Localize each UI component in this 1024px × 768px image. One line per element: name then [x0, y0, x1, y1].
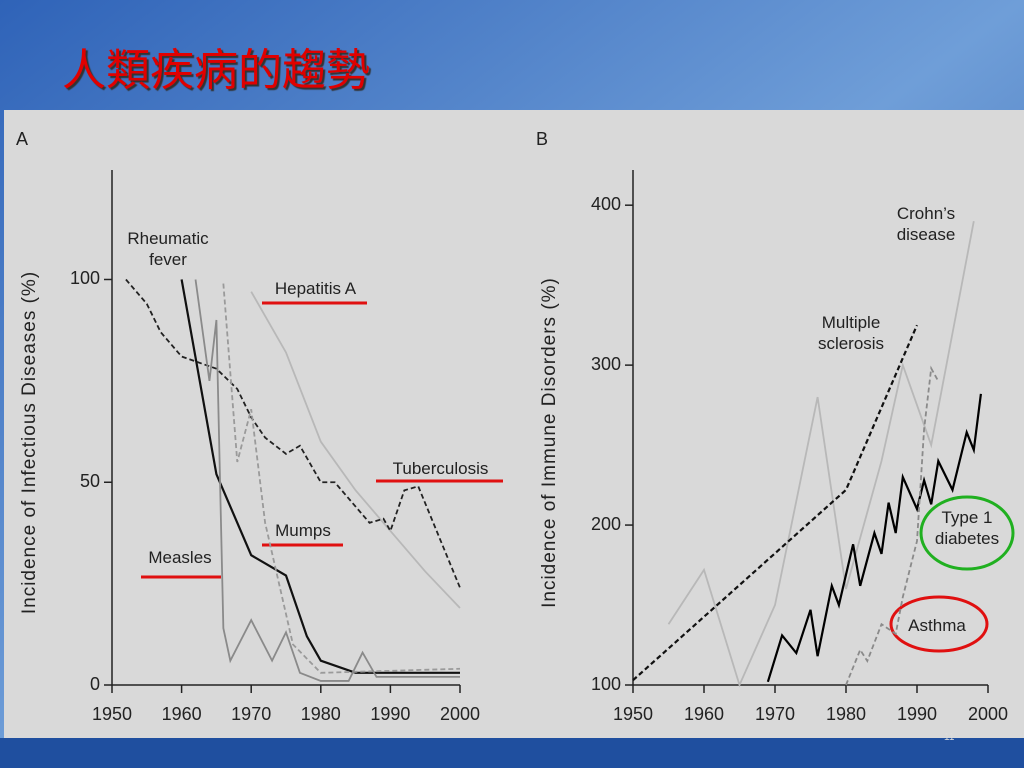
figure-panel: [4, 110, 1024, 738]
y-tick-label: 400: [591, 194, 621, 214]
data-line: [766, 393, 982, 683]
series-label: Crohn’s disease: [896, 204, 956, 244]
x-tick-label: 1990: [370, 704, 410, 724]
series-label: Rheumatic fever: [127, 229, 209, 269]
panel-label: A: [16, 129, 28, 149]
y-tick-label: 100: [591, 674, 621, 694]
footer-band: [0, 738, 1024, 768]
series-label: Mumps: [275, 521, 331, 540]
series-label: Tuberculosis: [392, 459, 489, 478]
y-tick-label: 300: [591, 354, 621, 374]
y-axis-label: Incidence of Immune Disorders (%): [539, 277, 560, 608]
y-tick-label: 50: [80, 471, 100, 491]
x-tick-label: 1980: [301, 704, 341, 724]
x-tick-label: 1980: [826, 704, 866, 724]
y-axis-label: Incidence of Infectious Diseases (%): [19, 271, 40, 614]
series-label: Asthma: [908, 616, 966, 635]
x-tick-label: 1960: [684, 704, 724, 724]
x-tick-label: 2000: [968, 704, 1008, 724]
page-number: 11: [944, 732, 955, 743]
data-line: [250, 291, 461, 609]
x-tick-label: 1960: [162, 704, 202, 724]
data-line: [845, 365, 940, 686]
series-label: Multiple sclerosis: [817, 313, 885, 353]
data-line: [125, 278, 461, 589]
x-tick-label: 1950: [613, 704, 653, 724]
data-line: [222, 283, 461, 674]
y-tick-label: 200: [591, 514, 621, 534]
series-label: Hepatitis A: [274, 279, 357, 298]
series-label: Type 1 diabetes: [934, 508, 1000, 548]
highlight-circle: [919, 495, 1015, 571]
panel-label: B: [536, 129, 548, 149]
x-tick-label: 1970: [755, 704, 795, 724]
x-tick-label: 1950: [92, 704, 132, 724]
x-tick-label: 2000: [440, 704, 480, 724]
slide-title: 人類疾病的趨勢: [62, 45, 370, 96]
x-tick-label: 1990: [897, 704, 937, 724]
series-label: Measles: [148, 548, 212, 567]
data-line: [194, 279, 460, 682]
x-tick-label: 1970: [231, 704, 271, 724]
y-tick-label: 0: [90, 674, 100, 694]
data-line: [180, 279, 460, 674]
highlight-circle: [889, 595, 989, 653]
y-tick-label: 100: [70, 268, 100, 288]
data-line: [667, 221, 975, 688]
